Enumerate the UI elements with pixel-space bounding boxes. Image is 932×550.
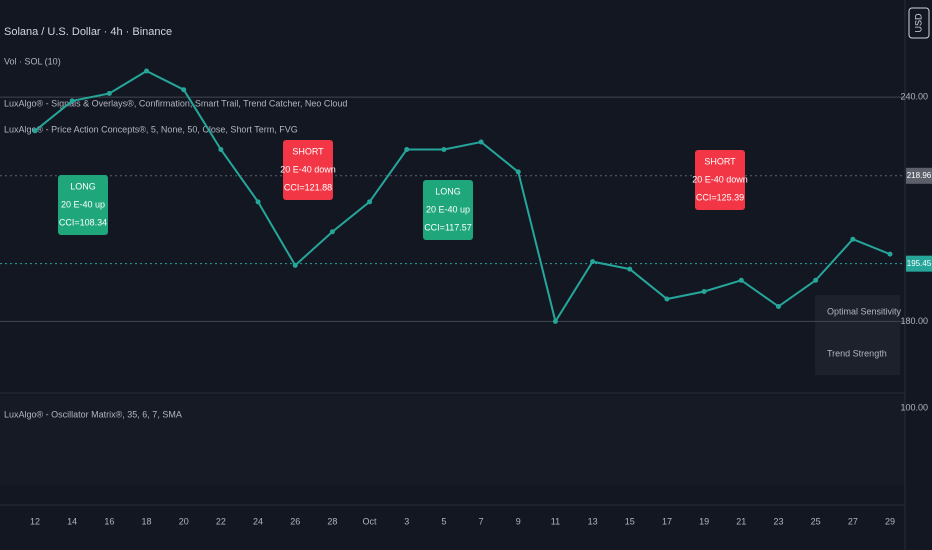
signal-text: CCI=121.88: [284, 182, 332, 192]
signal-box: [283, 140, 333, 200]
currency: USD: [913, 13, 923, 33]
x-tick-label: 15: [625, 516, 635, 526]
price-point: [813, 277, 819, 283]
price-tag: [906, 255, 932, 272]
x-tick-label: 3: [404, 516, 409, 526]
signal-text: SHORT: [704, 156, 736, 166]
signal-text: 20 E-40 down: [280, 164, 336, 174]
price-point: [738, 277, 744, 283]
x-tick-label: 18: [142, 516, 152, 526]
indicator-legend: LuxAlgo® - Oscillator Matrix®, 35, 6, 7,…: [4, 409, 182, 419]
price-point: [144, 68, 150, 74]
price-point: [181, 87, 187, 93]
price-point: [478, 139, 484, 145]
x-tick-label: 20: [179, 516, 189, 526]
indicator-legend: LuxAlgo® - Price Action Concepts®, 5, No…: [4, 124, 298, 134]
y-tick-label: 180.00: [900, 316, 928, 326]
price-point: [590, 259, 596, 265]
price-point: [627, 266, 633, 272]
x-tick-label: 16: [104, 516, 114, 526]
price-point: [664, 296, 670, 302]
signal-text: LONG: [435, 186, 461, 196]
oscillator-axis-label: 100.00: [900, 402, 928, 412]
x-tick-label: 7: [479, 516, 484, 526]
x-tick-label: 26: [290, 516, 300, 526]
signal-text: CCI=108.34: [59, 217, 107, 227]
price-point: [775, 303, 781, 309]
x-tick-label: 23: [773, 516, 783, 526]
price-tag-label: 195.45: [907, 259, 932, 268]
signal-text: CCI=117.57: [424, 222, 472, 232]
x-tick-label: 29: [885, 516, 895, 526]
oscillator-pane: [0, 395, 905, 485]
currency-badge[interactable]: [908, 7, 930, 39]
x-tick-label: 25: [811, 516, 821, 526]
price-tag-label: 218.96: [907, 171, 932, 180]
x-tick-label: 14: [67, 516, 77, 526]
x-tick-label: 27: [848, 516, 858, 526]
x-tick-label: 21: [736, 516, 746, 526]
symbol-title: Solana / U.S. Dollar · 4h · Binance: [4, 26, 172, 38]
signal-box: [58, 175, 108, 235]
price-point: [255, 199, 261, 205]
signal-text: LONG: [70, 181, 96, 191]
signal-text: 20 E-40 up: [61, 199, 105, 209]
x-tick-label: 12: [30, 516, 40, 526]
price-point: [552, 318, 558, 324]
signal-text: 20 E-40 down: [692, 174, 748, 184]
price-point: [701, 289, 707, 295]
y-tick-label: 240.00: [900, 92, 928, 102]
price-point: [329, 229, 335, 235]
x-tick-label: 9: [516, 516, 521, 526]
price-point: [367, 199, 373, 205]
signal-text: SHORT: [292, 146, 324, 156]
signal-box: [423, 180, 473, 240]
price-point: [515, 169, 521, 175]
price-point: [887, 251, 893, 257]
price-line: [34, 69, 891, 324]
x-tick-label: 19: [699, 516, 709, 526]
price-tag: [906, 167, 932, 184]
x-tick-label: Oct: [363, 516, 378, 526]
x-tick-label: 17: [662, 516, 672, 526]
signal-text: 20 E-40 up: [426, 204, 470, 214]
x-tick-label: 24: [253, 516, 263, 526]
dashboard-label: Trend Strength: [827, 348, 887, 358]
price-point: [404, 146, 410, 152]
signal-box: [695, 150, 745, 210]
price-point: [218, 146, 224, 152]
signal-text: CCI=125.39: [696, 192, 744, 202]
volume-legend: Vol · SOL (10): [4, 56, 61, 66]
x-tick-label: 13: [588, 516, 598, 526]
x-tick-label: 5: [441, 516, 446, 526]
x-tick-label: 11: [551, 516, 560, 526]
indicator-legend: LuxAlgo® - Signals & Overlays®, Confirma…: [4, 98, 347, 108]
dashboard: [815, 295, 900, 375]
price-point: [32, 128, 38, 134]
price-point: [441, 146, 447, 152]
dashboard-label: Optimal Sensitivity: [827, 306, 902, 316]
price-point: [69, 98, 75, 104]
price-point: [106, 90, 112, 96]
price-point: [850, 236, 856, 242]
x-tick-label: 22: [216, 516, 226, 526]
x-tick-label: 28: [327, 516, 337, 526]
